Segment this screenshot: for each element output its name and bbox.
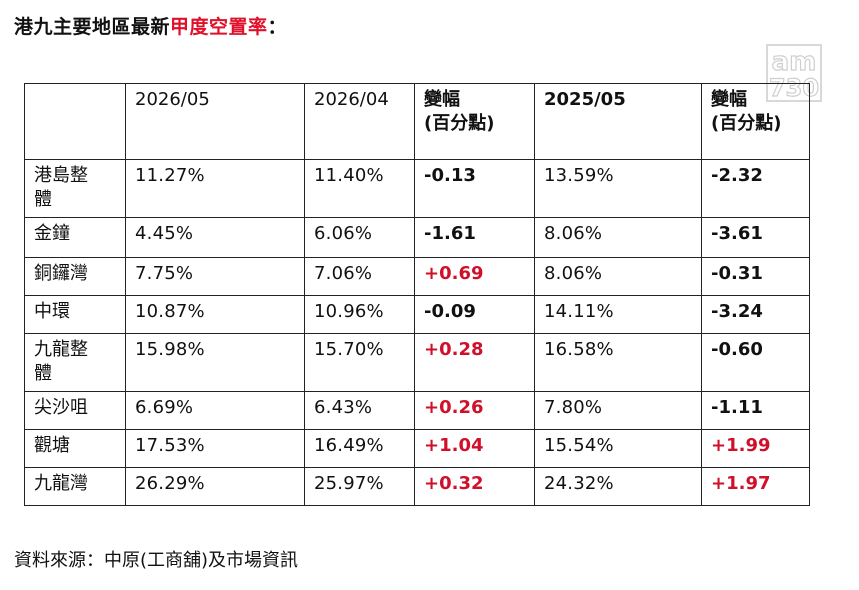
district-cell: 九龍灣 — [24, 467, 126, 506]
change-cell-yoy: -1.11 — [701, 391, 810, 430]
change-cell-yoy: -3.24 — [701, 295, 810, 334]
table-row: 港島整 體 11.27% 11.40% -0.13 13.59% -2.32 — [24, 159, 810, 218]
value-cell-2025-05: 24.32% — [534, 467, 702, 506]
value-cell-2026-05: 17.53% — [125, 429, 305, 468]
change-cell-mom: +0.28 — [414, 333, 535, 392]
value-cell-2026-04: 6.06% — [304, 217, 415, 258]
table-row: 銅鑼灣 7.75% 7.06% +0.69 8.06% -0.31 — [24, 257, 810, 296]
page-title: 港九主要地區最新甲度空置率： — [14, 12, 287, 39]
table-row: 金鐘 4.45% 6.06% -1.61 8.06% -3.61 — [24, 217, 810, 258]
district-cell: 中環 — [24, 295, 126, 334]
value-cell-2026-04: 7.06% — [304, 257, 415, 296]
change-cell-mom: +1.04 — [414, 429, 535, 468]
value-cell-2026-04: 25.97% — [304, 467, 415, 506]
district-cell: 九龍整 體 — [24, 333, 126, 392]
value-cell-2026-04: 6.43% — [304, 391, 415, 430]
table-row: 九龍灣 26.29% 25.97% +0.32 24.32% +1.97 — [24, 467, 810, 506]
district-cell: 銅鑼灣 — [24, 257, 126, 296]
vacancy-rate-table: 2026/05 2026/04 變幅 (百分點) 2025/05 變幅 (百分點… — [24, 83, 810, 506]
change-cell-mom: +0.69 — [414, 257, 535, 296]
table-row: 九龍整 體 15.98% 15.70% +0.28 16.58% -0.60 — [24, 333, 810, 392]
value-cell-2025-05: 14.11% — [534, 295, 702, 334]
value-cell-2026-05: 15.98% — [125, 333, 305, 392]
district-cell: 金鐘 — [24, 217, 126, 258]
header-cell-2025-05: 2025/05 — [534, 83, 702, 160]
value-cell-2025-05: 15.54% — [534, 429, 702, 468]
header-cell-2026-05: 2026/05 — [125, 83, 305, 160]
change-cell-mom: -0.13 — [414, 159, 535, 218]
table-row: 尖沙咀 6.69% 6.43% +0.26 7.80% -1.11 — [24, 391, 810, 430]
change-cell-mom: +0.32 — [414, 467, 535, 506]
change-cell-yoy: -0.60 — [701, 333, 810, 392]
svg-text:am: am — [772, 47, 817, 77]
value-cell-2026-04: 11.40% — [304, 159, 415, 218]
change-cell-mom: -1.61 — [414, 217, 535, 258]
value-cell-2025-05: 8.06% — [534, 257, 702, 296]
source-note: 資料來源：中原(工商舖)及市場資訊 — [14, 550, 299, 571]
value-cell-2025-05: 16.58% — [534, 333, 702, 392]
value-cell-2026-04: 16.49% — [304, 429, 415, 468]
value-cell-2026-04: 10.96% — [304, 295, 415, 334]
header-cell-2026-04: 2026/04 — [304, 83, 415, 160]
district-cell: 港島整 體 — [24, 159, 126, 218]
value-cell-2025-05: 13.59% — [534, 159, 702, 218]
change-cell-yoy: -0.31 — [701, 257, 810, 296]
change-cell-yoy: -3.61 — [701, 217, 810, 258]
table-header-row: 2026/05 2026/04 變幅 (百分點) 2025/05 變幅 (百分點… — [24, 83, 810, 160]
header-cell-district — [24, 83, 126, 160]
value-cell-2026-05: 6.69% — [125, 391, 305, 430]
value-cell-2025-05: 7.80% — [534, 391, 702, 430]
value-cell-2026-05: 4.45% — [125, 217, 305, 258]
value-cell-2026-04: 15.70% — [304, 333, 415, 392]
change-cell-mom: -0.09 — [414, 295, 535, 334]
table-row: 觀塘 17.53% 16.49% +1.04 15.54% +1.99 — [24, 429, 810, 468]
change-cell-yoy: +1.97 — [701, 467, 810, 506]
title-suffix: ： — [267, 16, 288, 38]
value-cell-2025-05: 8.06% — [534, 217, 702, 258]
value-cell-2026-05: 26.29% — [125, 467, 305, 506]
district-cell: 尖沙咀 — [24, 391, 126, 430]
header-cell-change-yoy: 變幅 (百分點) — [701, 83, 810, 160]
table-row: 中環 10.87% 10.96% -0.09 14.11% -3.24 — [24, 295, 810, 334]
district-cell: 觀塘 — [24, 429, 126, 468]
value-cell-2026-05: 7.75% — [125, 257, 305, 296]
title-text: 港九主要地區最新 — [14, 16, 171, 38]
change-cell-yoy: -2.32 — [701, 159, 810, 218]
title-highlight: 甲度空置率 — [170, 16, 268, 38]
header-cell-change-mom: 變幅 (百分點) — [414, 83, 535, 160]
value-cell-2026-05: 11.27% — [125, 159, 305, 218]
change-cell-mom: +0.26 — [414, 391, 535, 430]
value-cell-2026-05: 10.87% — [125, 295, 305, 334]
change-cell-yoy: +1.99 — [701, 429, 810, 468]
